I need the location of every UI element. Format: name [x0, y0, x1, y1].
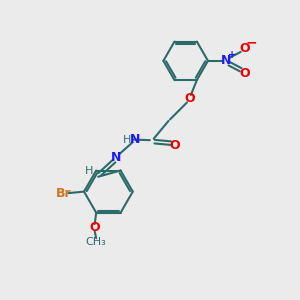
Text: O: O [239, 42, 250, 55]
Text: O: O [184, 92, 195, 105]
Text: CH₃: CH₃ [86, 237, 106, 247]
Text: +: + [228, 50, 236, 61]
Text: O: O [169, 139, 180, 152]
Text: O: O [239, 67, 250, 80]
Text: H: H [85, 167, 93, 176]
Text: −: − [246, 35, 257, 50]
Text: O: O [89, 221, 100, 234]
Text: N: N [221, 54, 232, 67]
Text: N: N [111, 151, 122, 164]
Text: Br: Br [56, 187, 71, 200]
Text: H: H [123, 135, 131, 145]
Text: N: N [130, 133, 140, 146]
